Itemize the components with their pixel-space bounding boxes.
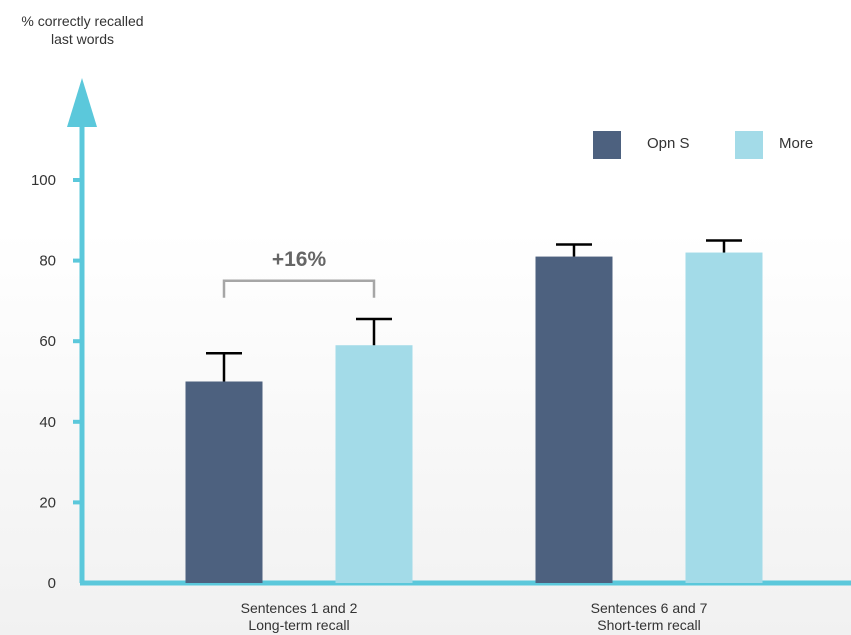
annotation-bracket: [222, 279, 376, 298]
x-category-label-line-2: Short-term recall: [597, 617, 700, 633]
x-category-label-line-1: Sentences 6 and 7: [591, 600, 708, 616]
y-tick-label: 40: [39, 414, 56, 431]
legend-swatch: [593, 131, 621, 159]
bar: [185, 381, 263, 583]
y-axis-label-line-2: last words: [50, 31, 115, 47]
y-tick-label: 20: [39, 494, 56, 511]
legend-label: More: [779, 135, 813, 152]
bar: [535, 256, 613, 583]
y-tick-label: 0: [48, 575, 56, 592]
annotation-label: +16%: [272, 248, 327, 271]
bar: [335, 345, 413, 583]
y-tick-label: 80: [39, 253, 56, 270]
y-tick-label: 100: [31, 172, 56, 189]
y-axis-arrow: [67, 78, 97, 127]
x-category-label-line-2: Long-term recall: [248, 617, 349, 633]
legend-swatch: [735, 131, 763, 159]
y-axis-label-line-1: % correctly recalled: [21, 13, 144, 29]
legend-label: Opn S: [647, 135, 690, 152]
y-axis-label: % correctly recalled last words: [0, 12, 165, 48]
y-tick-label: 60: [39, 333, 56, 350]
bar: [685, 252, 763, 584]
x-category-label-line-1: Sentences 1 and 2: [241, 600, 358, 616]
